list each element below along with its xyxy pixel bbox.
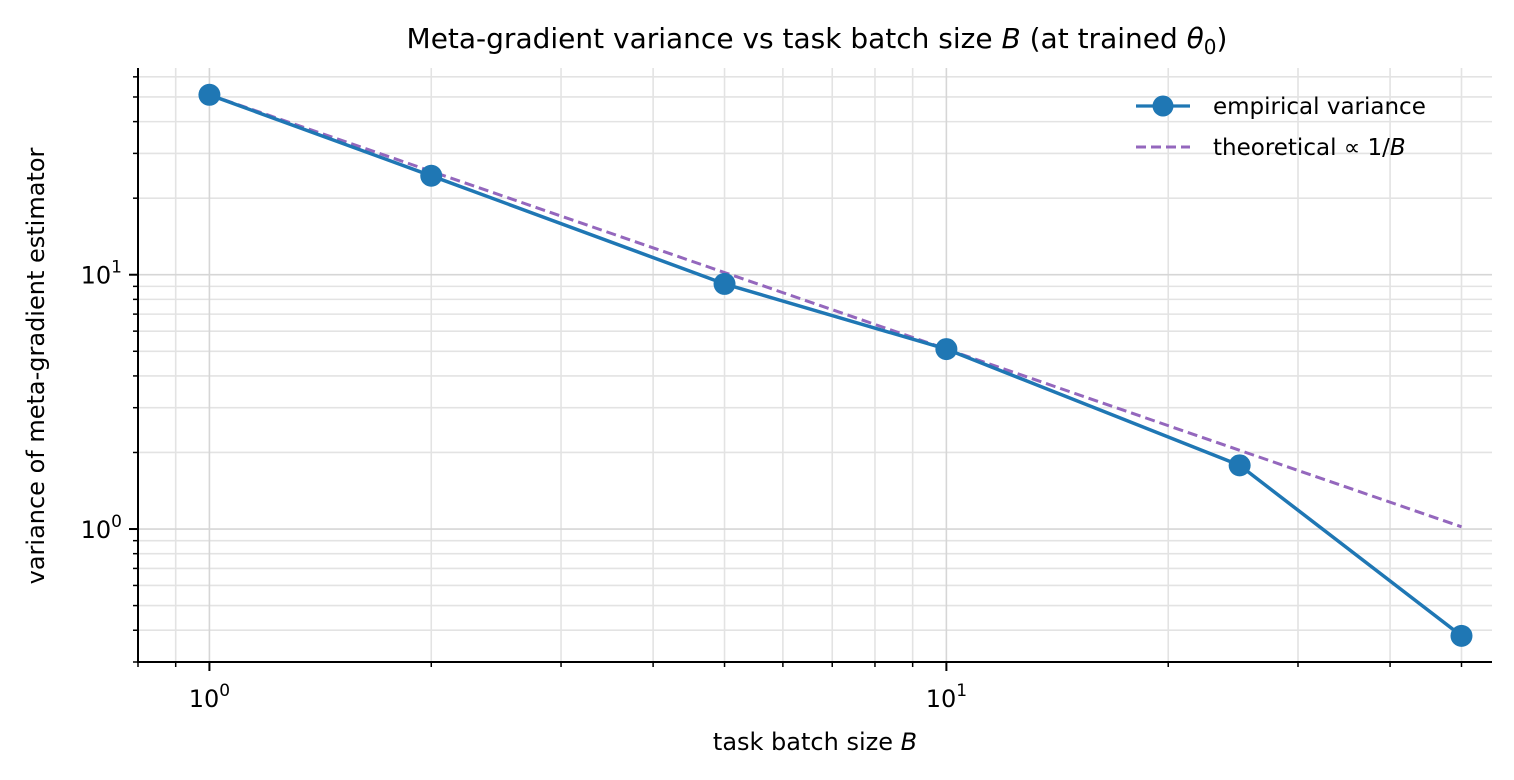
empirical-data-point — [1228, 454, 1251, 477]
y-tick-label-exponent: 0 — [111, 512, 122, 532]
empirical-data-point — [198, 83, 221, 106]
legend-marker-empirical — [1152, 95, 1174, 117]
title-subscript: 0 — [1204, 35, 1217, 59]
x-axis-title-var: B — [901, 728, 917, 756]
x-tick-label-exponent: 0 — [219, 681, 230, 701]
title-theta: θ — [1187, 22, 1204, 55]
x-tick-label: 101 — [926, 681, 967, 713]
y-axis-title: variance of meta-gradient estimator — [22, 147, 50, 584]
legend-label-theoretical-prefix: theoretical ∝ 1/ — [1213, 135, 1390, 161]
legend-label-theoretical-var: B — [1390, 135, 1406, 161]
series-layer — [198, 83, 1473, 647]
x-axis-title-prefix: task batch size — [713, 728, 901, 756]
title-mid: (at trained — [1021, 22, 1187, 55]
x-tick-label: 100 — [189, 681, 230, 713]
x-axis-title: task batch size B — [713, 728, 917, 756]
title-var: B — [1002, 22, 1021, 55]
legend: empirical variance theoretical ∝ 1/B — [1136, 94, 1426, 161]
empirical-data-point — [1450, 624, 1473, 647]
x-tick-label-base: 10 — [189, 685, 220, 713]
chart-title: Meta-gradient variance vs task batch siz… — [407, 22, 1228, 59]
legend-label-theoretical: theoretical ∝ 1/B — [1213, 135, 1406, 161]
empirical-data-point — [420, 164, 443, 187]
y-tick-label-exponent: 1 — [111, 258, 122, 278]
theoretical-series-line — [208, 93, 1462, 529]
y-tick-label-base: 10 — [81, 262, 112, 290]
empirical-data-point — [713, 272, 736, 295]
empirical-data-point — [935, 338, 958, 361]
title-suffix: ) — [1217, 22, 1228, 55]
y-tick-label: 100 — [81, 512, 122, 544]
grid — [137, 68, 1492, 663]
empirical-series-line — [208, 93, 1463, 638]
x-tick-label-base: 10 — [926, 685, 957, 713]
title-prefix: Meta-gradient variance vs task batch siz… — [407, 22, 1002, 55]
y-tick-label: 101 — [81, 258, 122, 290]
legend-label-empirical: empirical variance — [1213, 94, 1426, 120]
y-tick-label-base: 10 — [81, 516, 112, 544]
x-tick-label-exponent: 1 — [956, 681, 967, 701]
